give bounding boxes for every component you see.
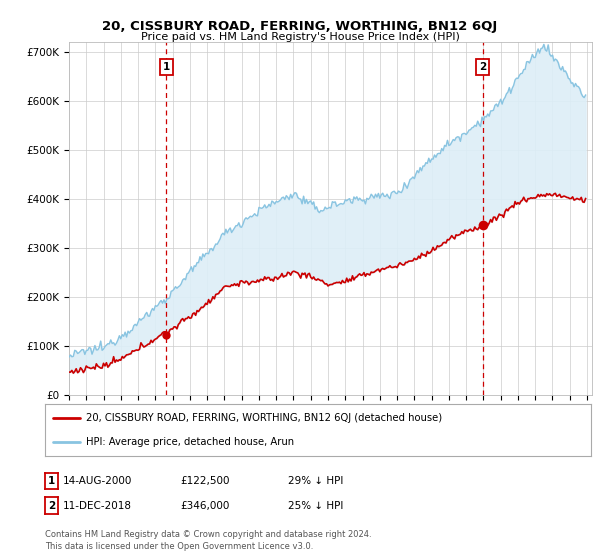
Text: 1: 1 (48, 476, 55, 486)
Text: 2: 2 (48, 501, 55, 511)
Text: 20, CISSBURY ROAD, FERRING, WORTHING, BN12 6QJ: 20, CISSBURY ROAD, FERRING, WORTHING, BN… (103, 20, 497, 32)
Text: 14-AUG-2000: 14-AUG-2000 (63, 476, 133, 486)
Text: 11-DEC-2018: 11-DEC-2018 (63, 501, 132, 511)
Text: 1: 1 (163, 62, 170, 72)
Text: £122,500: £122,500 (180, 476, 229, 486)
Text: Price paid vs. HM Land Registry's House Price Index (HPI): Price paid vs. HM Land Registry's House … (140, 32, 460, 43)
Text: 20, CISSBURY ROAD, FERRING, WORTHING, BN12 6QJ (detached house): 20, CISSBURY ROAD, FERRING, WORTHING, BN… (86, 413, 442, 423)
Text: HPI: Average price, detached house, Arun: HPI: Average price, detached house, Arun (86, 437, 294, 447)
Text: 25% ↓ HPI: 25% ↓ HPI (288, 501, 343, 511)
Text: 29% ↓ HPI: 29% ↓ HPI (288, 476, 343, 486)
Text: £346,000: £346,000 (180, 501, 229, 511)
Text: Contains HM Land Registry data © Crown copyright and database right 2024.
This d: Contains HM Land Registry data © Crown c… (45, 530, 371, 551)
Text: 2: 2 (479, 62, 486, 72)
